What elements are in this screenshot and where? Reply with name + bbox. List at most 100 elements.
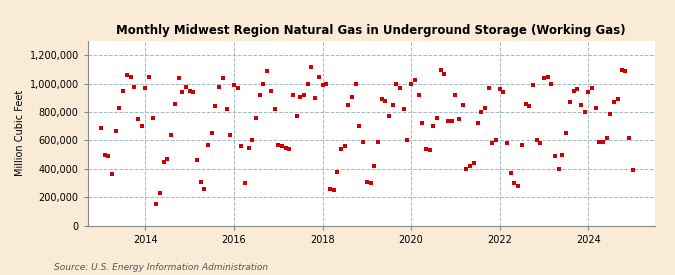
Point	[387, 103, 398, 107]
Point	[159, 160, 169, 164]
Point	[568, 89, 579, 93]
Point	[99, 152, 110, 157]
Point	[184, 89, 195, 93]
Point	[605, 111, 616, 116]
Point	[373, 140, 383, 144]
Point	[572, 87, 583, 92]
Point	[468, 161, 479, 165]
Point	[117, 89, 128, 93]
Point	[539, 76, 549, 80]
Point	[487, 141, 497, 145]
Point	[243, 145, 254, 150]
Point	[410, 77, 421, 82]
Point	[627, 168, 638, 172]
Point	[376, 97, 387, 101]
Point	[207, 131, 217, 136]
Point	[624, 135, 634, 140]
Point	[383, 114, 394, 119]
Point	[332, 169, 343, 174]
Point	[258, 82, 269, 86]
Point	[325, 186, 335, 191]
Point	[169, 101, 180, 106]
Point	[280, 145, 291, 150]
Point	[358, 140, 369, 144]
Point	[302, 82, 313, 86]
Point	[107, 172, 117, 177]
Point	[446, 119, 457, 123]
Point	[103, 154, 114, 158]
Point	[406, 82, 416, 86]
Point	[424, 148, 435, 153]
Point	[361, 179, 372, 184]
Point	[454, 117, 464, 121]
Point	[125, 75, 136, 79]
Point	[232, 86, 243, 90]
Point	[188, 90, 198, 95]
Point	[431, 116, 442, 120]
Point	[155, 191, 165, 195]
Point	[147, 116, 158, 120]
Point	[597, 140, 608, 144]
Point	[416, 121, 427, 126]
Point	[269, 107, 280, 111]
Point	[590, 106, 601, 110]
Point	[458, 103, 468, 107]
Point	[132, 117, 143, 121]
Point	[240, 181, 250, 185]
Point	[546, 82, 557, 86]
Point	[365, 181, 376, 185]
Point	[554, 167, 564, 171]
Point	[612, 97, 623, 101]
Point	[402, 138, 413, 143]
Point	[265, 89, 276, 93]
Point	[136, 124, 147, 128]
Point	[225, 133, 236, 137]
Point	[328, 188, 339, 192]
Point	[421, 147, 431, 151]
Point	[221, 107, 232, 111]
Point	[292, 114, 302, 119]
Point	[317, 83, 328, 87]
Point	[195, 179, 206, 184]
Point	[435, 67, 446, 72]
Point	[620, 69, 630, 73]
Point	[616, 67, 627, 72]
Point	[151, 202, 162, 207]
Point	[413, 93, 424, 97]
Point	[247, 138, 258, 143]
Point	[491, 138, 502, 143]
Point	[202, 142, 213, 147]
Point	[609, 100, 620, 104]
Point	[542, 75, 553, 79]
Point	[262, 69, 273, 73]
Point	[321, 82, 331, 86]
Point	[288, 93, 298, 97]
Point	[535, 141, 545, 145]
Point	[310, 96, 321, 100]
Point	[506, 171, 516, 175]
Point	[162, 157, 173, 161]
Point	[479, 106, 490, 110]
Point	[564, 100, 575, 104]
Title: Monthly Midwest Region Natural Gas in Underground Storage (Working Gas): Monthly Midwest Region Natural Gas in Un…	[116, 24, 626, 37]
Point	[347, 94, 358, 99]
Point	[229, 83, 240, 87]
Point	[594, 140, 605, 144]
Point	[439, 72, 450, 76]
Point	[250, 116, 261, 120]
Point	[579, 110, 590, 114]
Point	[111, 128, 122, 133]
Point	[583, 90, 594, 95]
Point	[461, 167, 472, 171]
Point	[277, 144, 288, 148]
Point	[369, 164, 379, 168]
Point	[428, 124, 439, 128]
Point	[391, 82, 402, 86]
Point	[254, 93, 265, 97]
Point	[398, 107, 409, 111]
Point	[217, 76, 228, 80]
Y-axis label: Million Cubic Feet: Million Cubic Feet	[16, 90, 25, 177]
Point	[587, 86, 597, 90]
Point	[380, 98, 391, 103]
Point	[443, 119, 454, 123]
